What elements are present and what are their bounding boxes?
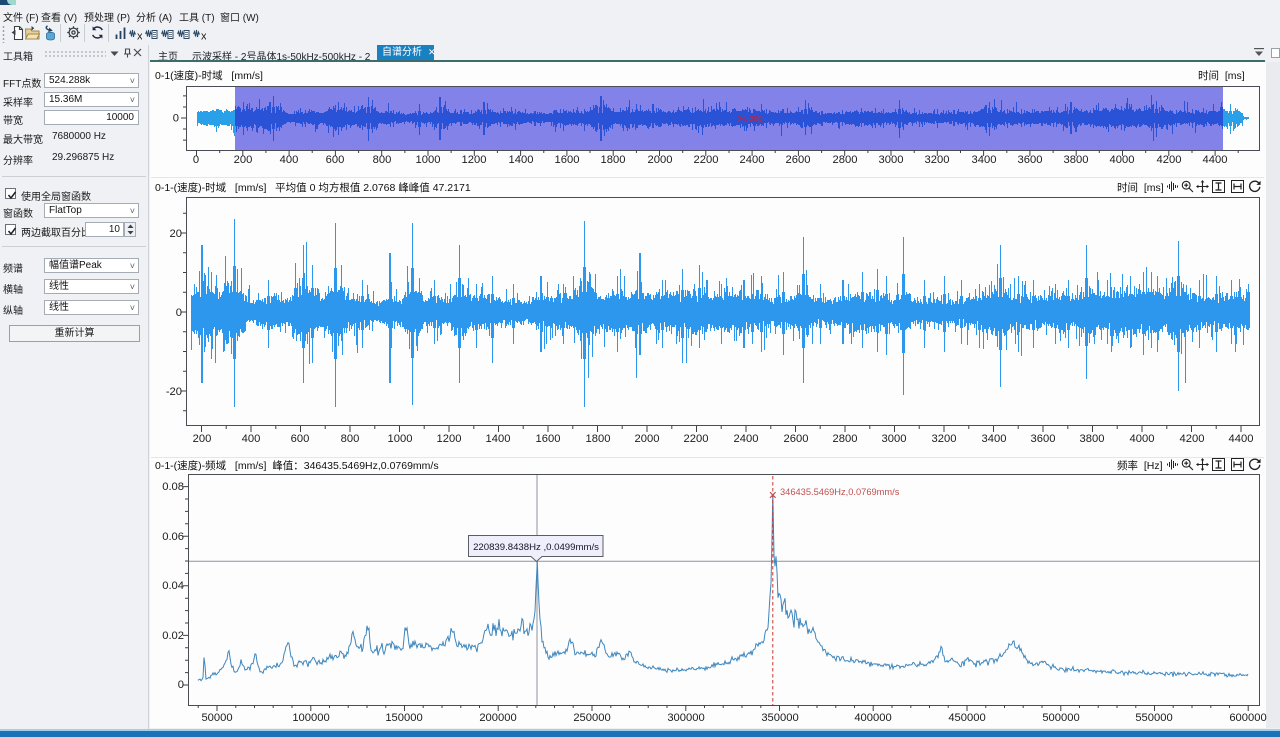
svg-text:x: x xyxy=(201,31,206,41)
svg-text:3400: 3400 xyxy=(972,154,997,166)
svg-text:300000: 300000 xyxy=(667,712,704,724)
svg-text:250000: 250000 xyxy=(573,712,610,724)
svg-text:2800: 2800 xyxy=(833,433,858,445)
svg-text:x: x xyxy=(137,31,142,41)
svg-text:1000: 1000 xyxy=(416,154,441,166)
svg-text:0.08: 0.08 xyxy=(162,481,184,493)
svg-text:400000: 400000 xyxy=(854,712,891,724)
svg-text:0.02: 0.02 xyxy=(162,630,184,642)
svg-text:3000: 3000 xyxy=(879,154,904,166)
svg-text:3600: 3600 xyxy=(1031,433,1056,445)
svg-text:4400: 4400 xyxy=(1203,154,1228,166)
svg-text:600: 600 xyxy=(326,154,345,166)
svg-text:100000: 100000 xyxy=(292,712,329,724)
svg-text:200000: 200000 xyxy=(479,712,516,724)
svg-text:20: 20 xyxy=(170,228,182,240)
svg-text:3800: 3800 xyxy=(1080,433,1105,445)
svg-text:4000: 4000 xyxy=(1130,433,1155,445)
svg-text:2400: 2400 xyxy=(734,433,759,445)
svg-text:04, 200]: 04, 200] xyxy=(737,114,764,123)
svg-text:2400: 2400 xyxy=(740,154,765,166)
svg-text:450000: 450000 xyxy=(948,712,985,724)
svg-text:1200: 1200 xyxy=(437,433,462,445)
svg-text:0: 0 xyxy=(178,679,184,691)
svg-text:500000: 500000 xyxy=(1042,712,1079,724)
svg-text:2000: 2000 xyxy=(648,154,673,166)
svg-text:350000: 350000 xyxy=(761,712,798,724)
svg-text:3000: 3000 xyxy=(882,433,907,445)
svg-text:1600: 1600 xyxy=(536,433,561,445)
svg-text:3800: 3800 xyxy=(1064,154,1089,166)
svg-text:0: 0 xyxy=(193,154,199,166)
svg-text:1400: 1400 xyxy=(486,433,511,445)
svg-text:4400: 4400 xyxy=(1229,433,1254,445)
svg-text:3200: 3200 xyxy=(932,433,957,445)
svg-text:400: 400 xyxy=(280,154,299,166)
svg-text:0.06: 0.06 xyxy=(162,531,184,543)
svg-text:3200: 3200 xyxy=(925,154,950,166)
svg-text:2600: 2600 xyxy=(784,433,809,445)
svg-text:0: 0 xyxy=(173,113,179,125)
svg-text:3400: 3400 xyxy=(982,433,1007,445)
svg-text:1000: 1000 xyxy=(388,433,413,445)
svg-text:200: 200 xyxy=(234,154,253,166)
svg-text:50000: 50000 xyxy=(201,712,232,724)
svg-text:550000: 550000 xyxy=(1135,712,1172,724)
svg-text:1800: 1800 xyxy=(601,154,626,166)
svg-text:3600: 3600 xyxy=(1018,154,1043,166)
svg-text:800: 800 xyxy=(373,154,392,166)
svg-text:4000: 4000 xyxy=(1110,154,1135,166)
svg-text:600: 600 xyxy=(291,433,310,445)
svg-text:1600: 1600 xyxy=(555,154,580,166)
svg-text:150000: 150000 xyxy=(385,712,422,724)
svg-text:2200: 2200 xyxy=(694,154,719,166)
svg-text:2800: 2800 xyxy=(833,154,858,166)
svg-text:2200: 2200 xyxy=(684,433,709,445)
svg-text:4200: 4200 xyxy=(1180,433,1205,445)
svg-text:1400: 1400 xyxy=(509,154,534,166)
svg-text:1800: 1800 xyxy=(586,433,611,445)
svg-text:200: 200 xyxy=(193,433,212,445)
svg-text:400: 400 xyxy=(242,433,261,445)
svg-text:0.04: 0.04 xyxy=(162,580,184,592)
svg-text:800: 800 xyxy=(341,433,360,445)
svg-text:600000: 600000 xyxy=(1229,712,1266,724)
svg-text:346435.5469Hz,0.0769mm/s: 346435.5469Hz,0.0769mm/s xyxy=(780,487,900,497)
svg-text:4200: 4200 xyxy=(1157,154,1182,166)
svg-text:2000: 2000 xyxy=(635,433,660,445)
svg-text:1200: 1200 xyxy=(462,154,487,166)
svg-text:2600: 2600 xyxy=(786,154,811,166)
svg-text:-20: -20 xyxy=(166,386,182,398)
svg-text:0: 0 xyxy=(176,307,182,319)
svg-text:220839.8438Hz ,0.0499mm/s: 220839.8438Hz ,0.0499mm/s xyxy=(473,542,599,553)
